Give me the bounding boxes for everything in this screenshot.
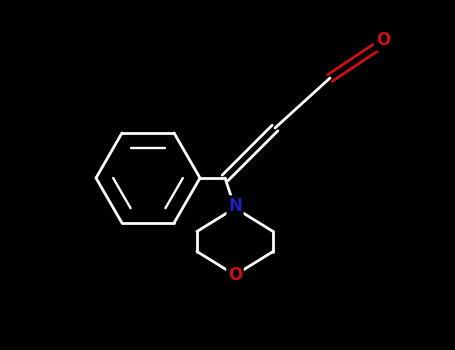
Text: O: O	[376, 31, 390, 49]
Text: N: N	[228, 197, 242, 215]
Text: O: O	[228, 266, 242, 284]
